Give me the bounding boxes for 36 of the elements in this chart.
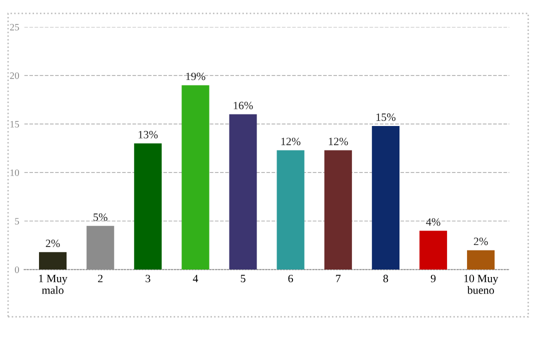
data-label: 2% xyxy=(46,240,60,248)
y-tick-label: 20 xyxy=(10,72,20,79)
y-tick-label: 25 xyxy=(10,24,20,30)
y-tick-label: 10 xyxy=(10,169,20,176)
bar xyxy=(39,252,67,270)
x-tick-label: 1 Muy malo xyxy=(39,274,68,294)
bar xyxy=(372,126,400,270)
bar xyxy=(229,114,257,270)
x-tick-label: 4 xyxy=(192,274,198,282)
x-tick-label: 9 xyxy=(430,274,436,282)
y-tick-label: 5 xyxy=(15,218,20,225)
x-tick-label: 7 xyxy=(336,274,341,282)
data-label: 15% xyxy=(376,113,396,121)
data-label: 5% xyxy=(94,213,108,221)
x-tick-label: 3 xyxy=(146,274,150,282)
data-label: 16% xyxy=(234,102,253,110)
x-tick-label: 6 xyxy=(288,274,294,282)
bar xyxy=(182,85,210,270)
bar xyxy=(324,150,352,270)
y-tick-label: 15 xyxy=(10,120,20,128)
data-label: 2% xyxy=(474,238,488,246)
data-label: 4% xyxy=(426,218,440,226)
x-tick-label: 2 xyxy=(98,274,103,282)
bar xyxy=(86,226,114,270)
bar xyxy=(276,150,304,270)
data-label: 13% xyxy=(138,130,158,138)
x-tick-label: 10 Muy bueno xyxy=(464,274,498,294)
data-label: 19% xyxy=(186,72,206,80)
bar xyxy=(467,250,495,270)
x-tick-label: 5 xyxy=(240,274,246,282)
bar xyxy=(419,230,448,270)
data-label: 12% xyxy=(281,138,300,146)
x-tick-label: 8 xyxy=(383,274,388,282)
data-label: 12% xyxy=(328,138,348,146)
bar xyxy=(134,143,162,270)
y-tick-label: 0 xyxy=(14,266,20,274)
